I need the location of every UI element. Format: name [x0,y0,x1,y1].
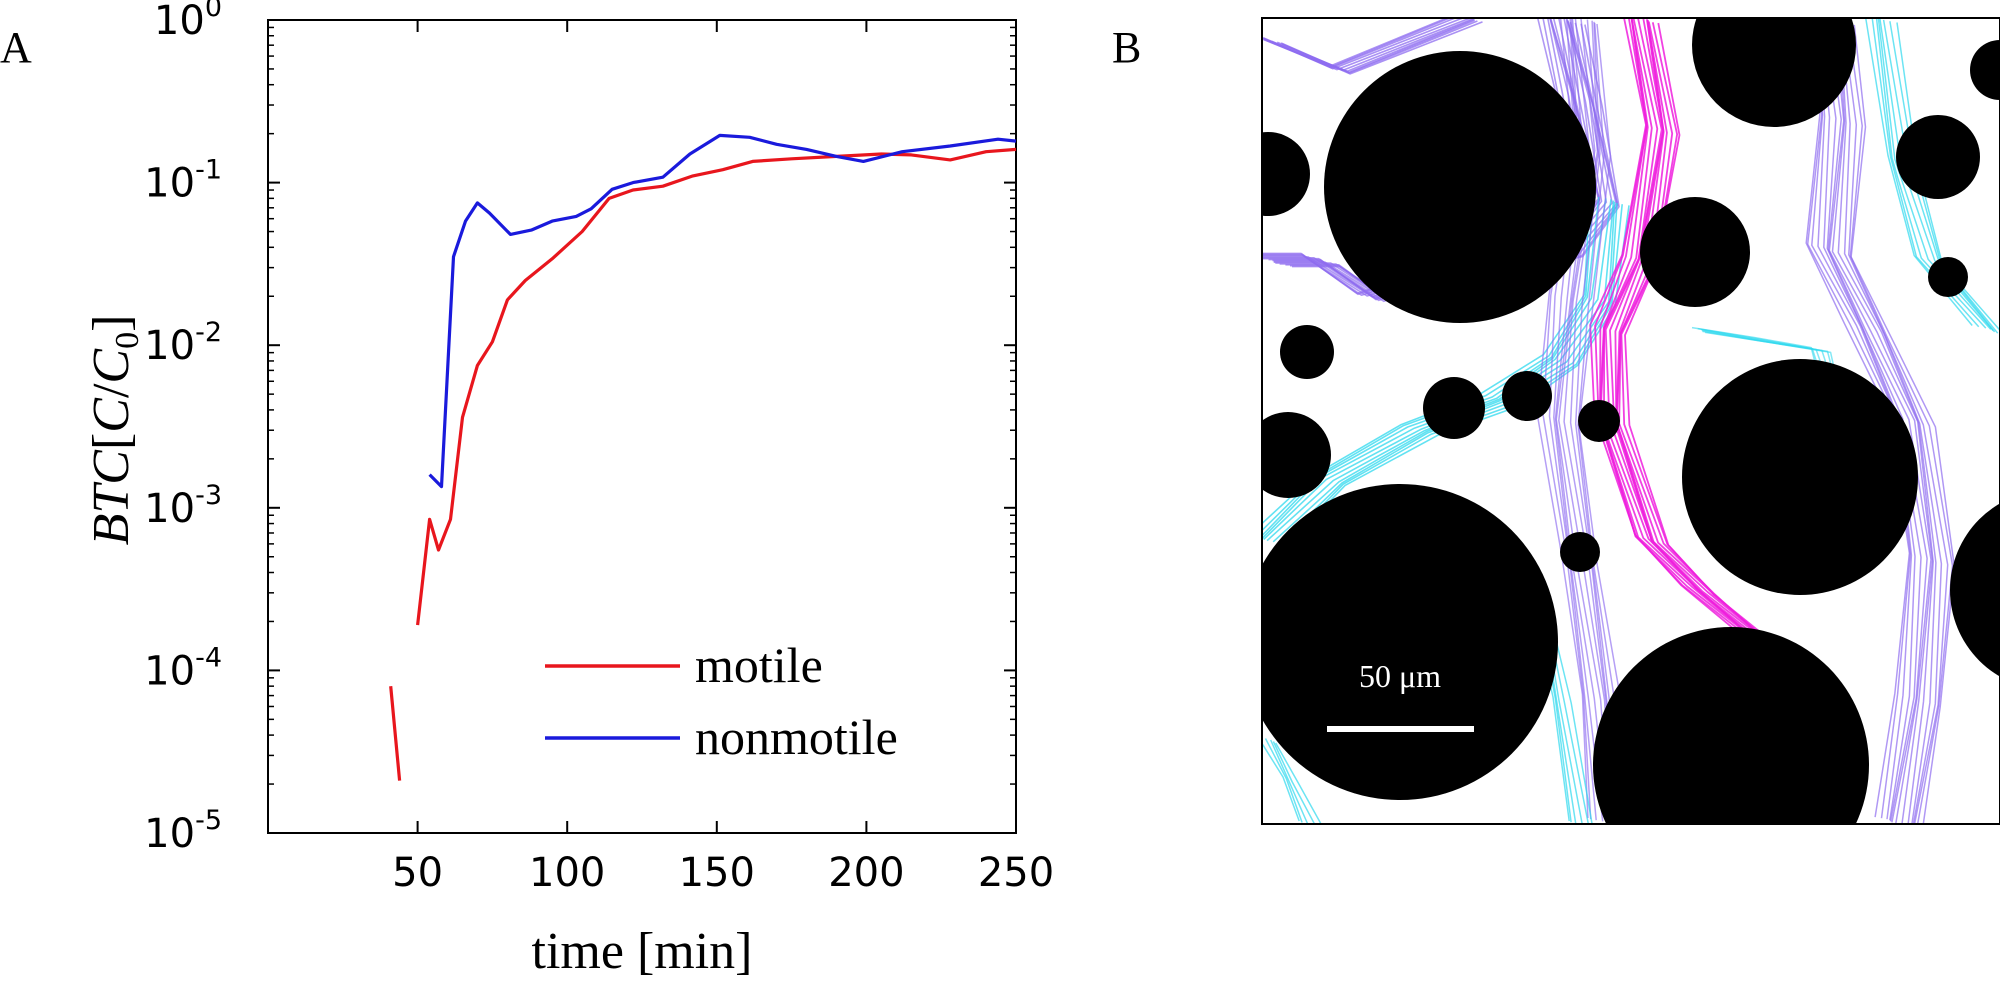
pillar-obstacle [1578,400,1620,442]
series-line-motile [389,686,402,781]
pillar-obstacle [1970,40,2000,100]
trajectory-trace [1896,22,2000,332]
trajectory-trace [1889,21,1999,334]
series-line-nonmotile [428,133,1017,489]
trajectory-trace [1563,19,1614,824]
y-tick-exponent: -1 [195,155,222,186]
trajectory-trace [1837,20,1937,824]
ylabel-c: C [83,397,140,433]
trajectory-trace [1275,742,1322,824]
x-axis-label: time [min] [532,923,753,980]
pillar-obstacle [1950,503,2000,677]
pillar-obstacle [1423,377,1485,439]
trajectory-trace [1817,18,1916,821]
plot-area-frame [267,19,1017,834]
y-tick-label: 10-4 [144,642,222,694]
pillar-obstacle [1502,371,1552,421]
scale-bar [1327,726,1474,732]
pillar-obstacle [1324,51,1596,323]
pillar-obstacle [1593,627,1869,824]
trajectory-trace [1263,199,1612,540]
y-tick-exponent: -5 [195,805,222,836]
ylabel-slash: / [83,383,140,398]
y-tick-label: 10-2 [144,317,222,369]
trajectory-trace [1281,21,1483,75]
y-tick-label: 100 [154,0,222,44]
micrograph-panel: 50 μm [1261,17,2000,825]
pillar-obstacle [1560,532,1600,572]
trajectory-trace [1842,22,1949,824]
axis-ticks [268,19,1017,834]
y-tick-base: 10 [144,648,195,694]
ylabel-btc: BTC [83,449,140,546]
series-layer [389,133,1017,781]
trajectory-trace [1569,20,1618,824]
pillar-obstacle [1262,412,1331,498]
pillar-obstacle [1896,115,1980,199]
y-tick-exponent: -3 [195,480,222,511]
micrograph-frame [1261,17,2000,825]
y-tick-base: 10 [144,161,195,207]
trajectory-trace [1877,18,1992,330]
y-tick-base: 10 [144,486,195,532]
y-axis-label: BTC[C/C0] [83,315,146,546]
x-tick-label: 200 [828,850,904,896]
trajectory-trace [1272,741,1316,824]
pillar-obstacle [1682,359,1918,595]
y-tick-label: 10-5 [144,805,222,857]
x-tick-label: 150 [679,850,755,896]
y-tick-exponent: -2 [195,317,222,348]
trajectory-trace [1850,24,1956,824]
trajectory-trace [1821,18,1928,823]
trajectory-trace [1882,19,1996,333]
y-tick-exponent: 0 [205,0,222,23]
x-tick-label: 50 [392,850,443,896]
x-tick-labels: 50 100 150 200 250 [392,850,1054,896]
trajectory-trace [1806,18,1912,819]
y-tick-label: 10-3 [144,480,222,532]
pillar-obstacle [1640,197,1750,307]
trajectory-trace [1805,18,1911,818]
pillar-obstacle [1280,325,1334,379]
panel-b-label: B [1112,23,1141,72]
pillar-obstacle [1928,257,1968,297]
trajectory-trace [1831,19,1934,824]
pillar-obstacle [1262,132,1310,216]
y-tick-exponent: -4 [195,642,222,673]
ylabel-open-bracket: [ [83,433,140,450]
trajectory-trace [1828,18,1934,824]
legend-label-nonmotile: nonmotile [695,709,898,765]
trajectory-trace [1270,739,1309,824]
legend: motile nonmotile [545,637,898,765]
pillar-obstacles [1262,18,2000,824]
y-tick-base: 10 [154,0,205,44]
trajectory-trace [1264,738,1303,823]
y-tick-base: 10 [144,323,195,369]
panel-a-label: A [0,23,32,72]
trajectory-trace [1262,741,1300,822]
pillar-obstacle [1262,484,1558,800]
ylabel-close-bracket: ] [83,315,140,332]
series-line-motile [416,147,1017,626]
ylabel-c0-base: C [83,348,140,384]
scale-bar-label: 50 μm [1359,658,1441,694]
y-tick-base: 10 [144,811,195,857]
trajectory-trace [1811,18,1913,820]
trajectory-trace [1879,18,1994,332]
x-tick-label: 250 [978,850,1054,896]
trajectory-trace [1826,18,1932,824]
y-tick-label: 10-1 [144,155,222,207]
x-tick-label: 100 [529,850,605,896]
trajectory-trace [1847,23,1954,824]
trajectory-trace [1818,18,1922,822]
ylabel-c0-subscript: 0 [109,332,146,349]
legend-label-motile: motile [695,637,823,693]
trajectory-trace [1558,18,1612,824]
trajectory-trace [1840,21,1943,824]
pillar-obstacle [1692,18,1856,127]
